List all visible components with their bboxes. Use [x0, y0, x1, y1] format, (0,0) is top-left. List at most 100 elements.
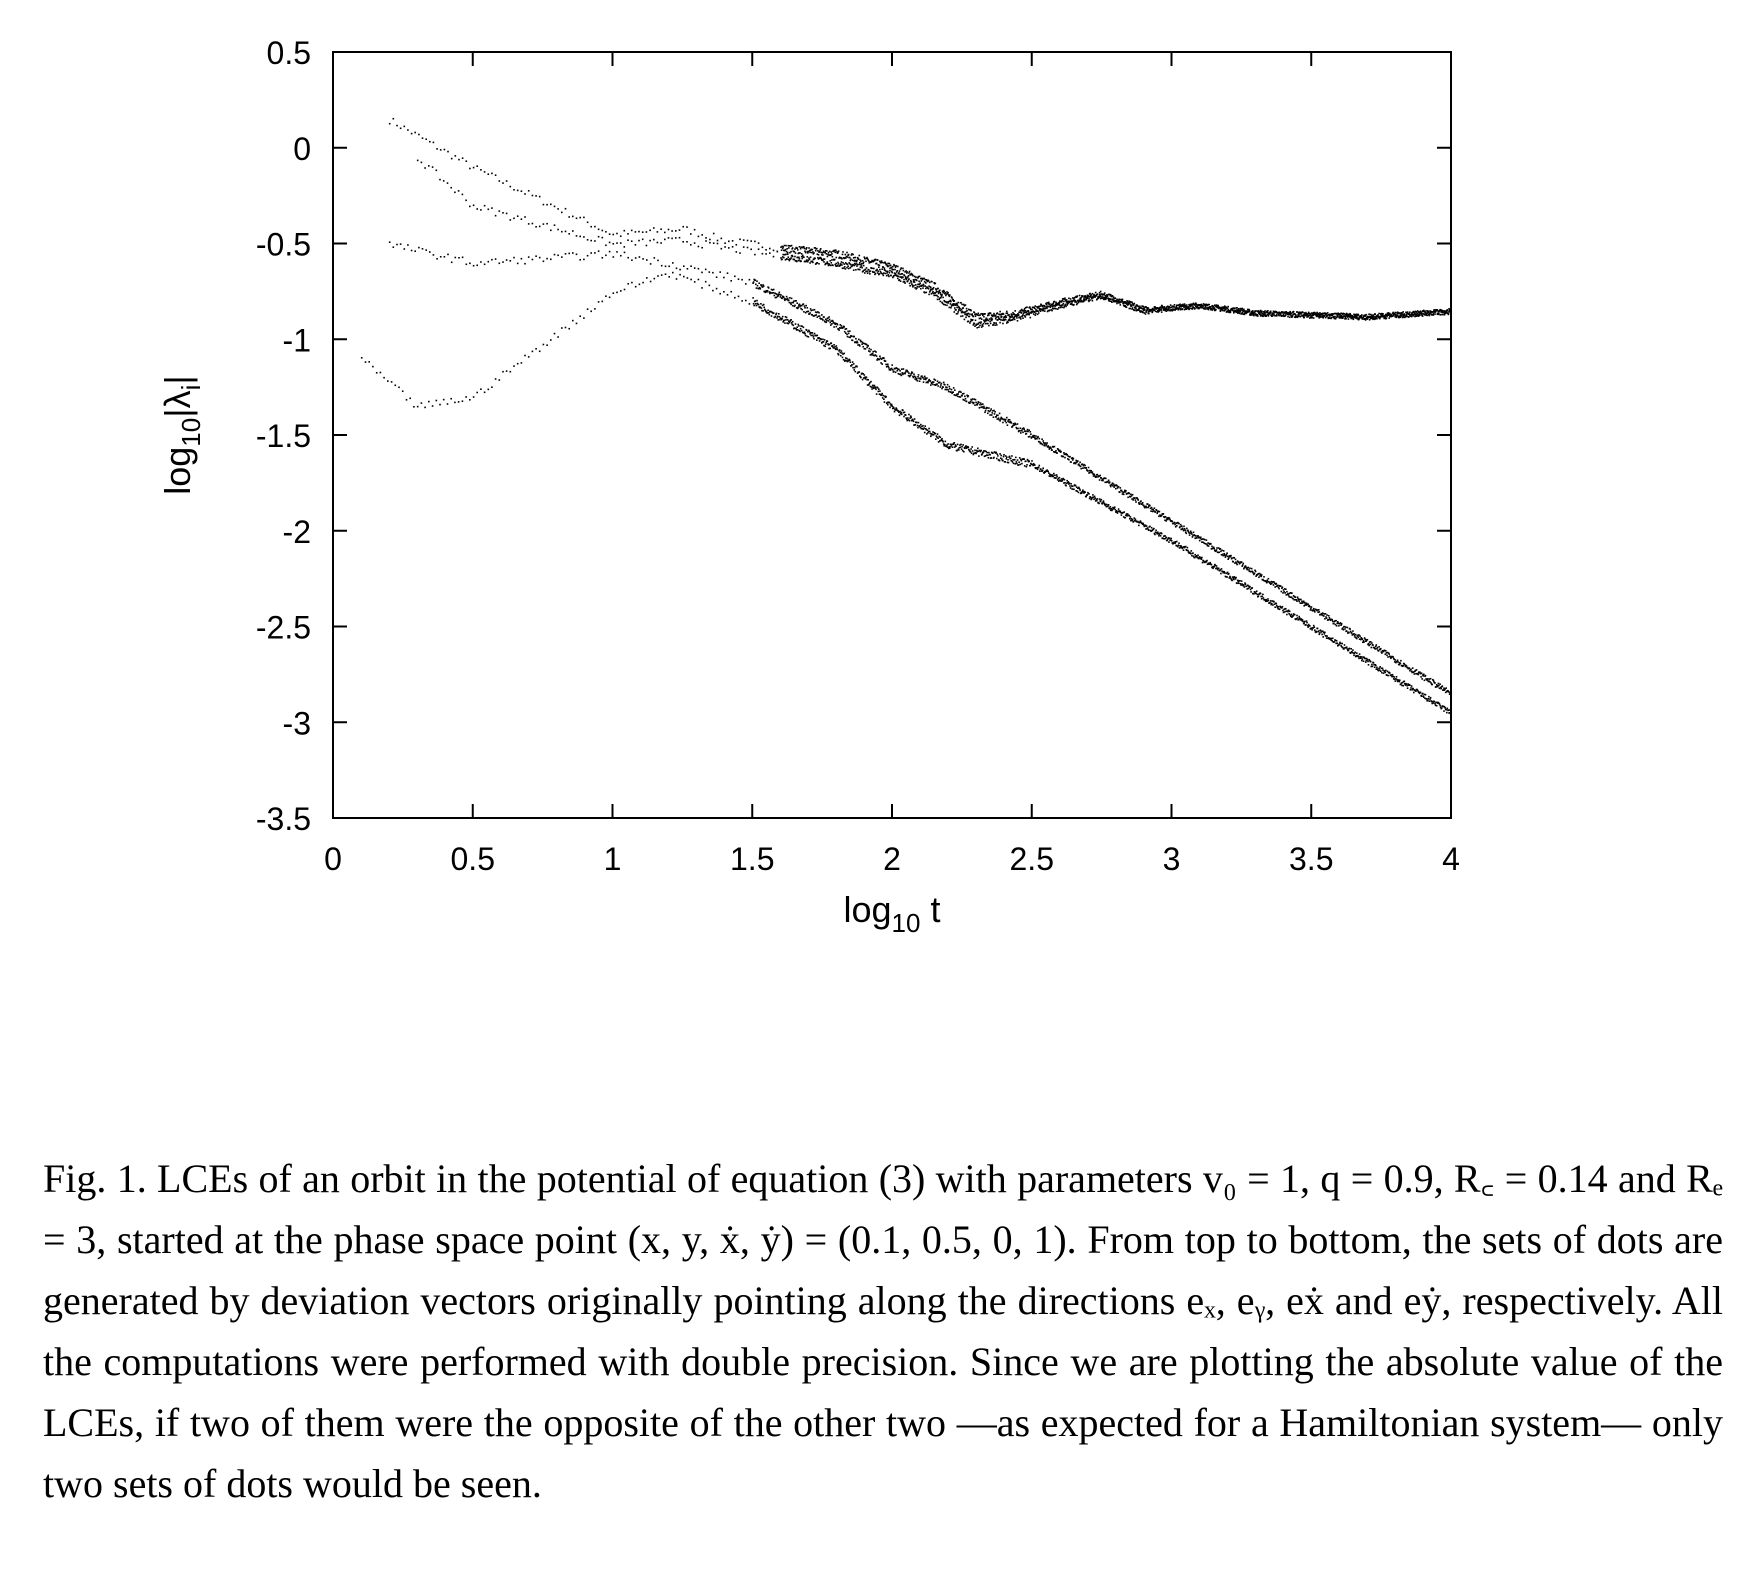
data-point [1062, 302, 1065, 305]
data-point [550, 339, 552, 341]
data-point [893, 410, 896, 413]
data-point [535, 255, 537, 257]
data-point [1425, 678, 1427, 680]
data-point [667, 228, 670, 231]
data-point [927, 431, 929, 434]
data-point [1449, 309, 1451, 311]
data-point [1181, 308, 1184, 311]
data-point [1335, 625, 1338, 627]
data-point [781, 245, 783, 248]
data-point [1125, 301, 1128, 304]
data-point [1399, 662, 1402, 665]
data-point [472, 166, 475, 169]
data-point [1152, 508, 1155, 511]
data-point [892, 268, 895, 271]
data-point [1159, 535, 1162, 537]
data-point [965, 447, 968, 449]
data-point [1224, 554, 1226, 557]
data-point [824, 250, 827, 252]
data-point [967, 446, 970, 449]
data-point [1226, 555, 1229, 558]
data-point [813, 252, 815, 254]
data-point [494, 258, 497, 260]
data-point [987, 454, 989, 457]
data-point [675, 278, 678, 280]
data-point [1078, 294, 1081, 297]
data-point [781, 258, 783, 261]
data-point [948, 306, 951, 309]
data-point [1015, 315, 1017, 317]
data-point [1029, 431, 1032, 433]
data-point [672, 271, 674, 274]
data-point [1117, 510, 1119, 513]
data-point [1161, 305, 1163, 307]
data-point [1096, 293, 1099, 295]
data-point [821, 252, 824, 254]
data-point [1008, 421, 1010, 423]
data-point [1114, 484, 1117, 487]
data-point [1168, 517, 1171, 520]
data-point [1175, 305, 1177, 308]
data-point [797, 256, 799, 259]
data-point [443, 256, 446, 258]
data-point [997, 319, 999, 321]
data-point [1213, 547, 1215, 550]
data-point [750, 248, 752, 251]
data-point [778, 293, 780, 295]
data-point [995, 416, 997, 418]
data-point [936, 380, 939, 382]
data-point [1059, 449, 1061, 452]
data-point [982, 325, 984, 327]
data-point [672, 262, 674, 264]
data-point [1226, 307, 1229, 310]
data-point [936, 294, 938, 297]
data-point [1018, 430, 1021, 432]
data-point [553, 205, 556, 208]
data-point [1413, 311, 1416, 314]
data-point [546, 257, 548, 260]
data-point [949, 387, 951, 390]
data-point [1050, 447, 1052, 449]
data-point [913, 373, 915, 376]
data-point [984, 455, 987, 457]
data-point [1396, 661, 1398, 663]
data-point [579, 216, 581, 219]
data-point [1271, 314, 1273, 316]
data-point [1155, 529, 1157, 532]
data-point [1010, 422, 1013, 424]
data-point [842, 353, 844, 355]
data-point [823, 258, 826, 260]
data-point [1349, 316, 1351, 319]
data-point [1189, 552, 1192, 555]
data-point [1042, 442, 1045, 444]
data-point [785, 253, 787, 256]
data-point [1119, 510, 1122, 513]
data-point [1252, 310, 1254, 312]
data-point [827, 253, 829, 256]
data-point [1181, 304, 1183, 306]
data-point [1093, 294, 1095, 296]
data-point [1176, 524, 1178, 527]
data-point [884, 360, 887, 362]
data-point [1358, 318, 1360, 321]
data-point [969, 320, 972, 323]
data-point [1041, 443, 1044, 446]
data-point [803, 256, 805, 259]
data-point [1101, 503, 1104, 505]
data-point [1416, 672, 1419, 675]
data-point [450, 261, 453, 264]
data-point [1262, 313, 1265, 316]
data-point [976, 326, 978, 329]
data-point [1168, 541, 1170, 543]
data-point [1370, 315, 1373, 318]
data-point [1063, 482, 1065, 484]
data-point [931, 381, 934, 383]
data-point [999, 321, 1001, 324]
data-point [1340, 312, 1342, 315]
data-point [1031, 308, 1033, 311]
data-point [1080, 297, 1082, 299]
data-point [885, 270, 887, 272]
data-point [933, 378, 935, 381]
data-point [1133, 517, 1136, 519]
data-point [1358, 634, 1360, 636]
